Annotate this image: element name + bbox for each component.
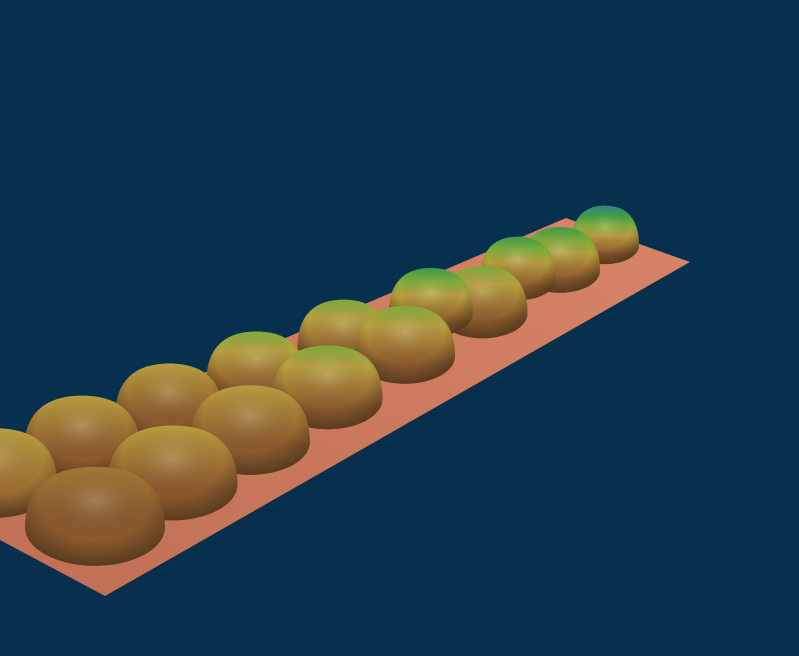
bump-group — [0, 205, 639, 566]
bump-shading — [355, 305, 455, 384]
bump-shading — [25, 466, 165, 566]
